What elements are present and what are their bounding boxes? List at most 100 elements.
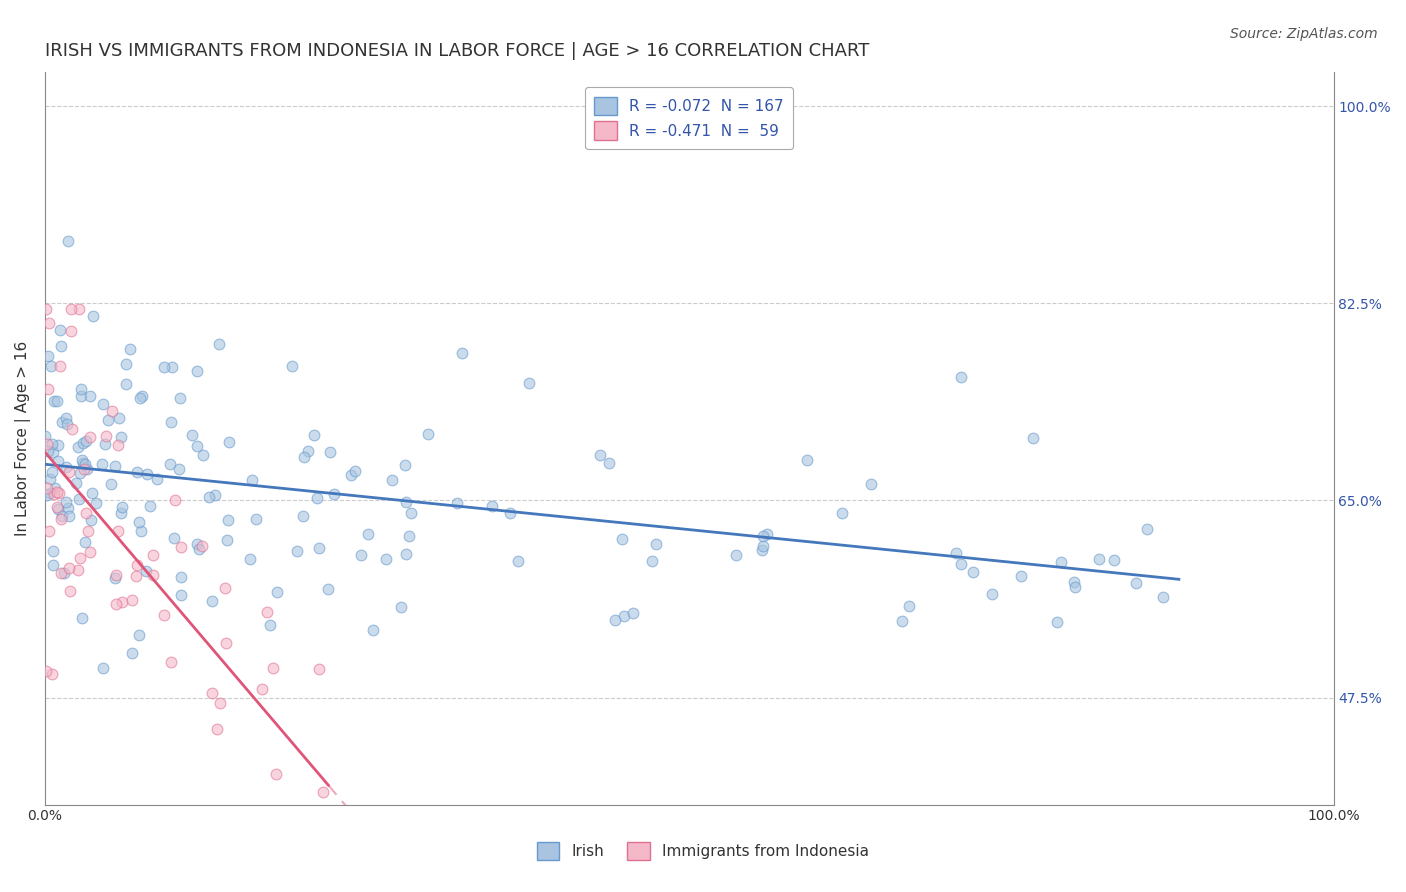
Point — [49, 323, 72, 337]
Point — [58, 509, 80, 524]
Point — [60, 422, 83, 436]
Point — [135, 564, 157, 578]
Point — [962, 565, 984, 579]
Point — [142, 548, 165, 562]
Point — [266, 766, 288, 780]
Point — [38, 524, 60, 538]
Point — [517, 376, 540, 390]
Point — [100, 477, 122, 491]
Point — [153, 607, 176, 622]
Point — [831, 506, 853, 520]
Point — [38, 485, 60, 500]
Point — [110, 500, 132, 514]
Point — [41, 466, 63, 480]
Point — [312, 784, 335, 798]
Point — [79, 512, 101, 526]
Point — [59, 324, 82, 338]
Point — [641, 554, 664, 568]
Point — [105, 597, 128, 611]
Point — [75, 457, 97, 471]
Point — [1010, 569, 1032, 583]
Point — [49, 339, 72, 353]
Point — [201, 594, 224, 608]
Point — [398, 529, 420, 543]
Point — [169, 391, 191, 405]
Point — [169, 462, 191, 476]
Point — [84, 496, 107, 510]
Point — [146, 472, 169, 486]
Point — [128, 628, 150, 642]
Point — [897, 599, 920, 614]
Point — [308, 662, 330, 676]
Point — [44, 393, 66, 408]
Point — [46, 502, 69, 516]
Point — [796, 453, 818, 467]
Point — [125, 568, 148, 582]
Point — [446, 495, 468, 509]
Point — [34, 429, 56, 443]
Point — [152, 359, 174, 374]
Point — [859, 477, 882, 491]
Point — [93, 437, 115, 451]
Point — [69, 467, 91, 481]
Point — [1046, 615, 1069, 629]
Point — [186, 364, 208, 378]
Point — [201, 686, 224, 700]
Point — [51, 512, 73, 526]
Point — [401, 506, 423, 520]
Point — [187, 541, 209, 556]
Point — [131, 524, 153, 538]
Point — [107, 438, 129, 452]
Point — [45, 393, 67, 408]
Point — [44, 481, 66, 495]
Point — [79, 544, 101, 558]
Point — [285, 543, 308, 558]
Point — [281, 359, 304, 373]
Point — [160, 655, 183, 669]
Point — [262, 661, 284, 675]
Point — [67, 301, 90, 316]
Point — [75, 434, 97, 449]
Point — [59, 301, 82, 316]
Point — [34, 301, 56, 316]
Point — [108, 411, 131, 425]
Point — [621, 606, 644, 620]
Point — [46, 438, 69, 452]
Point — [323, 486, 346, 500]
Point — [389, 599, 412, 614]
Point — [55, 495, 77, 509]
Point — [100, 404, 122, 418]
Point — [394, 458, 416, 472]
Point — [51, 415, 73, 429]
Point — [215, 533, 238, 547]
Point — [163, 531, 186, 545]
Point — [208, 696, 231, 710]
Point — [37, 444, 59, 458]
Point — [981, 587, 1004, 601]
Point — [613, 608, 636, 623]
Point — [110, 430, 132, 444]
Point — [76, 462, 98, 476]
Point — [58, 560, 80, 574]
Point — [104, 571, 127, 585]
Point — [316, 582, 339, 596]
Point — [105, 567, 128, 582]
Point — [589, 448, 612, 462]
Y-axis label: In Labor Force | Age > 16: In Labor Force | Age > 16 — [15, 341, 31, 536]
Point — [256, 605, 278, 619]
Point — [598, 456, 620, 470]
Point — [49, 566, 72, 581]
Point — [181, 427, 204, 442]
Point — [191, 539, 214, 553]
Legend: Irish, Immigrants from Indonesia: Irish, Immigrants from Indonesia — [530, 836, 876, 866]
Point — [104, 458, 127, 473]
Point — [755, 527, 778, 541]
Point — [55, 460, 77, 475]
Point — [416, 427, 439, 442]
Point — [131, 388, 153, 402]
Point — [82, 309, 104, 323]
Point — [67, 563, 90, 577]
Point — [340, 467, 363, 482]
Point — [752, 539, 775, 553]
Point — [1063, 574, 1085, 589]
